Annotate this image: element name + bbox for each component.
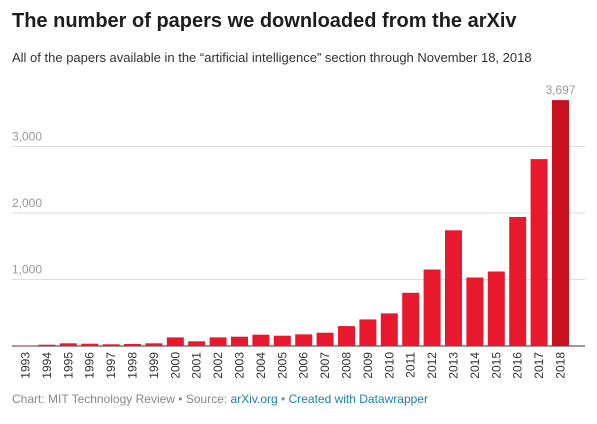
source-link[interactable]: arXiv.org — [230, 392, 278, 406]
x-tick-label: 2002 — [211, 352, 225, 379]
chart-credit: Chart: MIT Technology Review — [12, 392, 175, 406]
source-label: Source: — [185, 392, 231, 406]
bar-2009[interactable] — [359, 319, 377, 346]
bar-1995[interactable] — [59, 343, 77, 346]
label-layer: 1,000 2,000 3,000 1993 1994 1995 1996 1997 1998 1… — [12, 83, 576, 379]
x-tick-label: 1999 — [147, 352, 161, 379]
bar-2012[interactable] — [423, 269, 441, 347]
bar-2017[interactable] — [530, 159, 548, 346]
chart-title: The number of papers we downloaded from … — [12, 10, 517, 32]
bar-2010[interactable] — [380, 313, 398, 346]
bar-2013[interactable] — [445, 230, 462, 346]
x-tick-label: 2009 — [361, 352, 375, 379]
x-tick-label: 2015 — [489, 352, 503, 379]
bar-1996[interactable] — [81, 343, 99, 346]
bar-2001[interactable] — [188, 341, 206, 346]
x-tick-label: 2011 — [404, 352, 418, 378]
x-tick-label: 2006 — [297, 352, 311, 379]
x-tick-label: 2017 — [532, 352, 546, 379]
bar-2015[interactable] — [487, 271, 505, 347]
bar-2006[interactable] — [295, 334, 313, 346]
bar-2014[interactable] — [466, 277, 484, 347]
x-tick-label: 2003 — [233, 352, 247, 379]
footer-separator-2: • — [277, 392, 289, 406]
bar-1998[interactable] — [124, 344, 141, 346]
x-tick-label: 2007 — [318, 352, 332, 379]
x-tick-label: 2005 — [275, 352, 289, 379]
chart-subtitle: All of the papers available in the “arti… — [12, 50, 532, 65]
bar-2011[interactable] — [402, 292, 420, 346]
bar-1997[interactable] — [102, 344, 120, 346]
x-tick-label: 2016 — [511, 352, 525, 379]
y-tick-label: 2,000 — [12, 196, 42, 210]
x-tick-label: 1997 — [104, 352, 118, 379]
footer-separator: • — [174, 392, 186, 406]
x-tick-label: 2004 — [254, 352, 268, 379]
x-tick-label: 2018 — [554, 352, 568, 379]
x-tick-label: 2014 — [468, 352, 482, 379]
x-tick-label: 1993 — [19, 352, 33, 379]
x-tick-label: 1994 — [40, 352, 54, 379]
bar-2003[interactable] — [231, 336, 248, 346]
x-tick-label: 1995 — [61, 352, 75, 379]
bar-2008[interactable] — [338, 326, 355, 346]
chart-footer: Chart: MIT Technology Review • Source: a… — [12, 392, 428, 406]
x-tick-label: 2012 — [425, 352, 439, 379]
x-tick-label: 1998 — [126, 352, 140, 379]
x-tick-label: 1996 — [83, 352, 97, 379]
y-tick-label: 1,000 — [12, 263, 42, 277]
bar-2007[interactable] — [316, 332, 334, 346]
x-tick-label: 2001 — [190, 352, 204, 379]
x-tick-label: 2013 — [447, 352, 461, 379]
datawrapper-link[interactable]: Created with Datawrapper — [288, 392, 428, 406]
bar-2018[interactable] — [552, 100, 569, 346]
x-tick-label: 2000 — [168, 352, 182, 379]
bar-1994[interactable] — [38, 344, 56, 346]
bar-2016[interactable] — [509, 217, 527, 346]
bar-2000[interactable] — [166, 337, 184, 346]
bar-2002[interactable] — [209, 337, 227, 346]
y-tick-label: 3,000 — [12, 130, 42, 144]
bar-2004[interactable] — [252, 334, 270, 346]
bar-layer — [17, 100, 569, 347]
bar-1999[interactable] — [145, 343, 163, 346]
bar-2005[interactable] — [273, 335, 291, 346]
bar-1993[interactable] — [17, 345, 34, 347]
data-label: 3,697 — [545, 83, 575, 97]
x-tick-label: 2010 — [382, 352, 396, 379]
x-tick-label: 2008 — [340, 352, 354, 379]
